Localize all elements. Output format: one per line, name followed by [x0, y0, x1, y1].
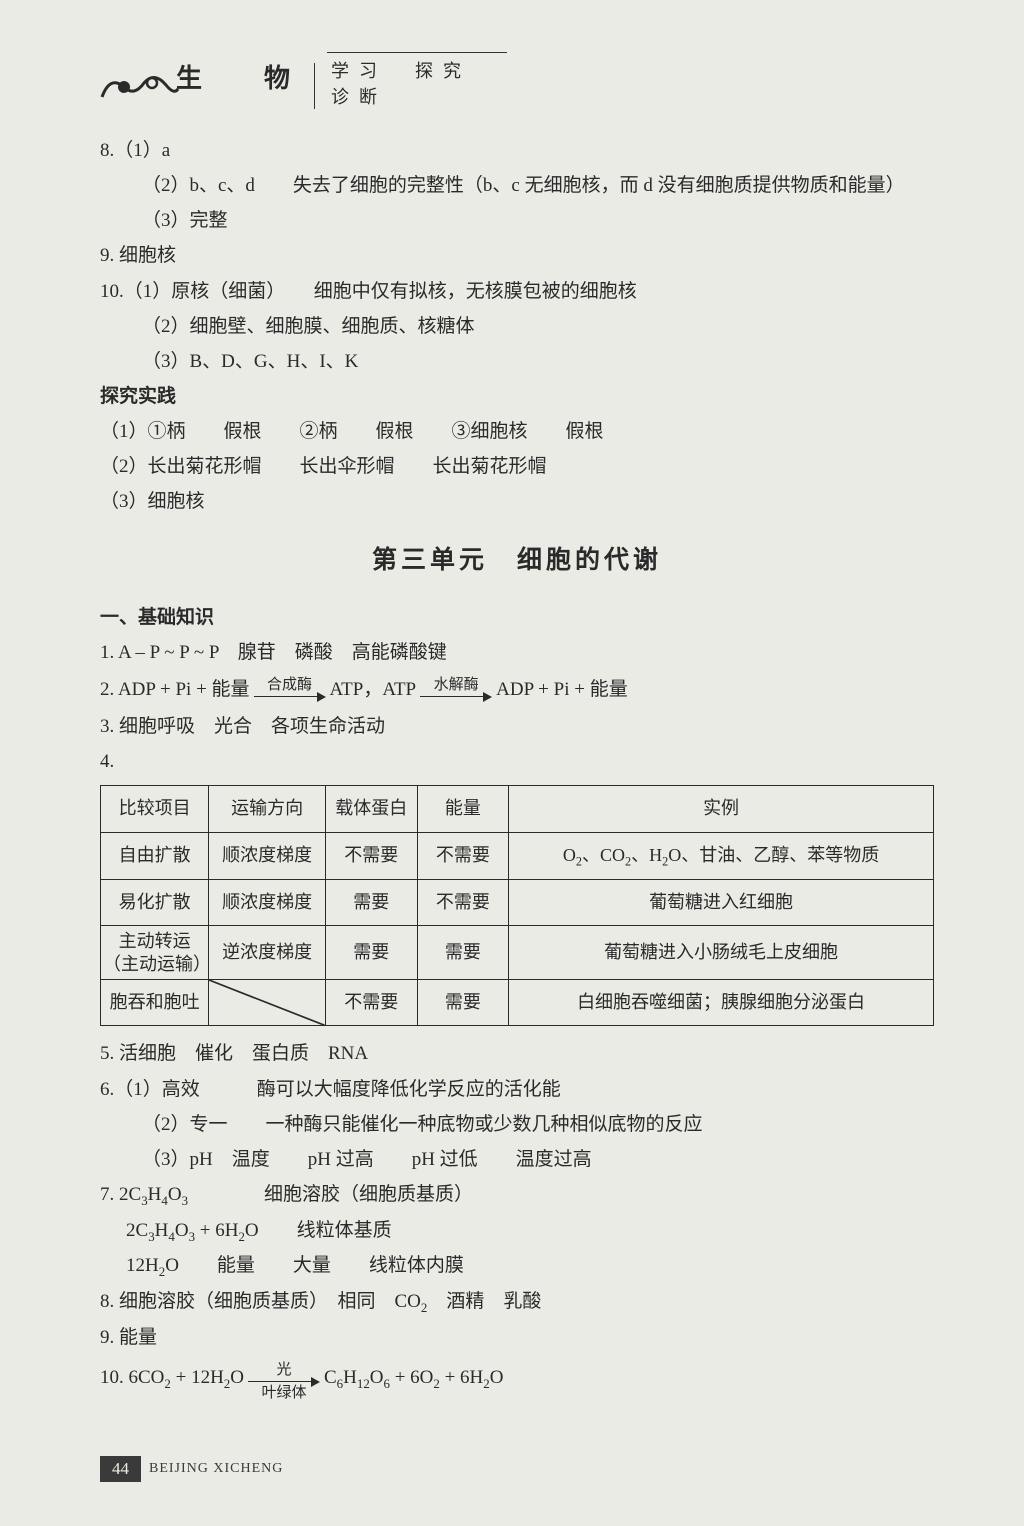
answer-line: 7. 2C3H4O3 细胞溶胶（细胞质基质）: [100, 1177, 934, 1213]
content-body: 8.（1）a （2）b、c、d 失去了细胞的完整性（b、c 无细胞核，而 d 没…: [100, 133, 934, 1399]
reaction-arrow: 合成酶: [254, 678, 326, 703]
formula-text: 10. 6CO2 + 12H2O: [100, 1368, 244, 1391]
answer-line: （3）完整: [100, 203, 934, 238]
subject-title: 生 物: [176, 58, 308, 95]
answer-line: （3）pH 温度 pH 过高 pH 过低 温度过高: [100, 1142, 934, 1177]
page-footer: 44 BEIJING XICHENG: [100, 1456, 283, 1482]
table-header: 比较项目: [101, 786, 209, 832]
table-header: 载体蛋白: [325, 786, 417, 832]
answer-line: 8. 细胞溶胶（细胞质基质） 相同 CO2 酒精 乳酸: [100, 1284, 934, 1320]
table-cell: 易化扩散: [101, 879, 209, 925]
table-cell: O2、CO2、H2O、甘油、乙醇、苯等物质: [509, 832, 934, 879]
table-cell: 不需要: [417, 879, 509, 925]
formula-text: C6H12O6 + 6O2 + 6H2O: [324, 1368, 503, 1391]
table-row: 易化扩散 顺浓度梯度 需要 不需要 葡萄糖进入红细胞: [101, 879, 934, 925]
answer-line: 9. 能量: [100, 1320, 934, 1355]
arrow-line-icon: [248, 1376, 320, 1388]
answer-line: 4.: [100, 744, 934, 779]
table-cell: 胞吞和胞吐: [101, 980, 209, 1026]
formula-text: ATP，ATP: [330, 680, 417, 701]
table-cell: 不需要: [325, 980, 417, 1026]
table-cell: 主动转运 （主动运输）: [101, 926, 209, 980]
answer-line: 10.（1）原核（细菌） 细胞中仅有拟核，无核膜包被的细胞核: [100, 274, 934, 309]
header-subtitle: 学习 探究 诊断: [327, 52, 507, 109]
logo-swirl-icon: [100, 69, 180, 105]
answer-line: 12H2O 能量 大量 线粒体内膜: [100, 1248, 934, 1284]
answer-line: （2）长出菊花形帽 长出伞形帽 长出菊花形帽: [100, 449, 934, 484]
diagonal-line-icon: [209, 980, 325, 1025]
arrow-label-bottom: 叶绿体: [261, 1386, 306, 1401]
table-cell: 白细胞吞噬细菌；胰腺细胞分泌蛋白: [509, 980, 934, 1026]
section-heading: 探究实践: [100, 379, 934, 414]
table-cell: 自由扩散: [101, 832, 209, 879]
reaction-arrow: 水解酶: [420, 678, 492, 703]
table-header: 能量: [417, 786, 509, 832]
table-header: 实例: [509, 786, 934, 832]
transport-table: 比较项目 运输方向 载体蛋白 能量 实例 自由扩散 顺浓度梯度 不需要 不需要 …: [100, 785, 934, 1026]
formula-line: 10. 6CO2 + 12H2O 光 叶绿体 C6H12O6 + 6O2 + 6…: [100, 1361, 934, 1399]
answer-line: （2）细胞壁、细胞膜、细胞质、核糖体: [100, 309, 934, 344]
reaction-arrow: 光 叶绿体: [248, 1363, 320, 1401]
table-row: 主动转运 （主动运输） 逆浓度梯度 需要 需要 葡萄糖进入小肠绒毛上皮细胞: [101, 926, 934, 980]
table-cell: 不需要: [417, 832, 509, 879]
table-row: 自由扩散 顺浓度梯度 不需要 不需要 O2、CO2、H2O、甘油、乙醇、苯等物质: [101, 832, 934, 879]
formula-text: 2. ADP + Pi + 能量: [100, 680, 250, 701]
table-cell: 顺浓度梯度: [209, 879, 326, 925]
answer-line: 8.（1）a: [100, 133, 934, 168]
answer-line: 5. 活细胞 催化 蛋白质 RNA: [100, 1036, 934, 1071]
table-cell: 葡萄糖进入小肠绒毛上皮细胞: [509, 926, 934, 980]
answer-line: （3）B、D、G、H、I、K: [100, 344, 934, 379]
table-header: 运输方向: [209, 786, 326, 832]
formula-text: ADP + Pi + 能量: [496, 680, 628, 701]
page-number-badge: 44: [100, 1456, 141, 1482]
formula-line: 2. ADP + Pi + 能量 合成酶 ATP，ATP 水解酶 ADP + P…: [100, 676, 934, 701]
answer-line: 2C3H4O3 + 6H2O 线粒体基质: [100, 1213, 934, 1249]
header-divider: [314, 63, 315, 109]
table-header-row: 比较项目 运输方向 载体蛋白 能量 实例: [101, 786, 934, 832]
table-cell: 不需要: [325, 832, 417, 879]
table-row: 胞吞和胞吐 不需要 需要 白细胞吞噬细菌；胰腺细胞分泌蛋白: [101, 980, 934, 1026]
table-cell: 顺浓度梯度: [209, 832, 326, 879]
table-cell: 需要: [325, 926, 417, 980]
answer-line: （3）细胞核: [100, 484, 934, 519]
answer-line: 1. A – P ~ P ~ P 腺苷 磷酸 高能磷酸键: [100, 635, 934, 670]
cell-line: 主动转运: [119, 931, 191, 951]
answer-line: （2）专一 一种酶只能催化一种底物或少数几种相似底物的反应: [100, 1107, 934, 1142]
arrow-line-icon: [420, 691, 492, 703]
arrow-line-icon: [254, 691, 326, 703]
answer-line: 9. 细胞核: [100, 238, 934, 273]
table-cell: 需要: [417, 980, 509, 1026]
page-header: 生 物 学习 探究 诊断: [100, 48, 934, 105]
answer-line: 6.（1）高效 酶可以大幅度降低化学反应的活化能: [100, 1072, 934, 1107]
answer-line: （2）b、c、d 失去了细胞的完整性（b、c 无细胞核，而 d 没有细胞质提供物…: [100, 168, 934, 203]
table-cell: 葡萄糖进入红细胞: [509, 879, 934, 925]
table-cell: 需要: [325, 879, 417, 925]
answer-line: 3. 细胞呼吸 光合 各项生命活动: [100, 709, 934, 744]
answer-line: （1）①柄 假根 ②柄 假根 ③细胞核 假根: [100, 414, 934, 449]
unit-title: 第三单元 细胞的代谢: [100, 538, 934, 584]
table-cell: 需要: [417, 926, 509, 980]
footer-text: BEIJING XICHENG: [149, 1461, 283, 1477]
table-cell-diagonal: [209, 980, 326, 1026]
table-cell: 逆浓度梯度: [209, 926, 326, 980]
section-heading: 一、基础知识: [100, 600, 934, 635]
cell-line: （主动运输）: [103, 954, 211, 974]
